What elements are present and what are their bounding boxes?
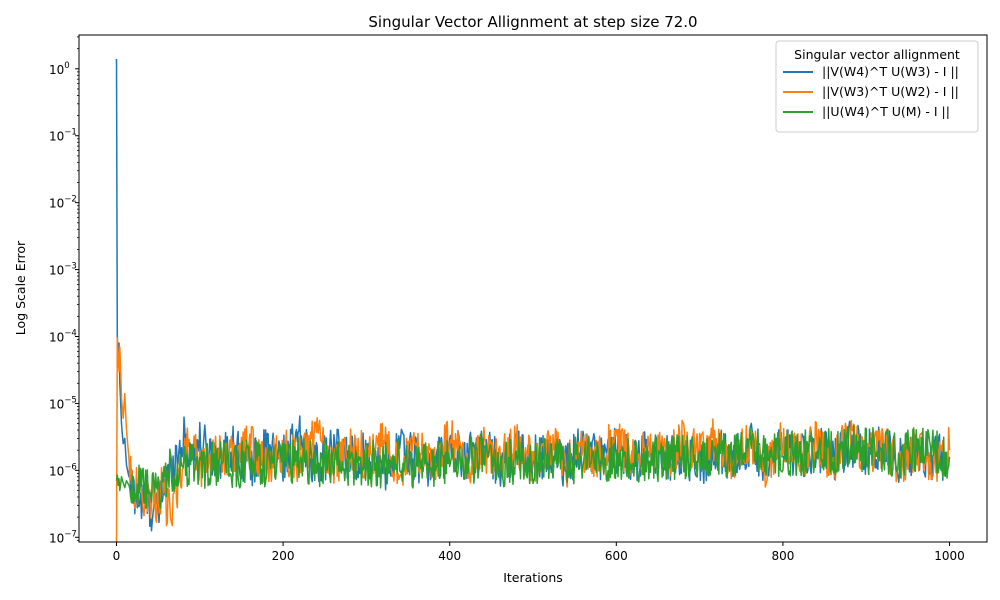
legend-title: Singular vector allignment — [794, 47, 960, 62]
y-axis: 10−7 10−6 10−5 10−4 10−3 10−2 10−1 100 — [49, 36, 79, 545]
chart-title: Singular Vector Allignment at step size … — [368, 13, 697, 31]
y-tick-label: 10−6 — [49, 462, 77, 478]
legend-label-3: ||U(W4)^T U(M) - I || — [822, 104, 950, 119]
x-tick-label: 200 — [272, 549, 295, 563]
legend-label-1: ||V(W4)^T U(W3) - I || — [822, 64, 959, 79]
legend-box — [775, 40, 979, 133]
legend-label-2: ||V(W3)^T U(W2) - I || — [822, 84, 959, 99]
legend-entries: ||V(W4)^T U(W3) - I || ||V(W3)^T U(W2) - … — [783, 64, 959, 119]
x-axis: 0 200 400 600 800 1000 — [113, 542, 965, 563]
x-tick-label: 400 — [438, 549, 461, 563]
x-tick-label: 800 — [771, 549, 794, 563]
series-layer — [115, 58, 951, 542]
y-axis-label: Log Scale Error — [13, 240, 28, 335]
y-tick-label: 10−5 — [49, 395, 77, 411]
y-tick-label: 10−4 — [49, 329, 77, 345]
y-tick-label: 100 — [49, 61, 70, 77]
y-tick-label: 10−1 — [49, 128, 77, 144]
y-tick-label: 10−7 — [49, 529, 77, 545]
x-tick-label: 600 — [605, 549, 628, 563]
legend: Singular vector allignment ||V(W4)^T U(W… — [775, 40, 979, 133]
x-tick-label: 1000 — [934, 549, 965, 563]
series-line-3 — [115, 424, 951, 510]
plot-frame — [78, 34, 988, 543]
y-tick-label: 10−2 — [49, 195, 77, 211]
x-axis-label: Iterations — [503, 570, 563, 585]
y-tick-label: 10−3 — [49, 262, 77, 278]
x-tick-label: 0 — [113, 549, 121, 563]
